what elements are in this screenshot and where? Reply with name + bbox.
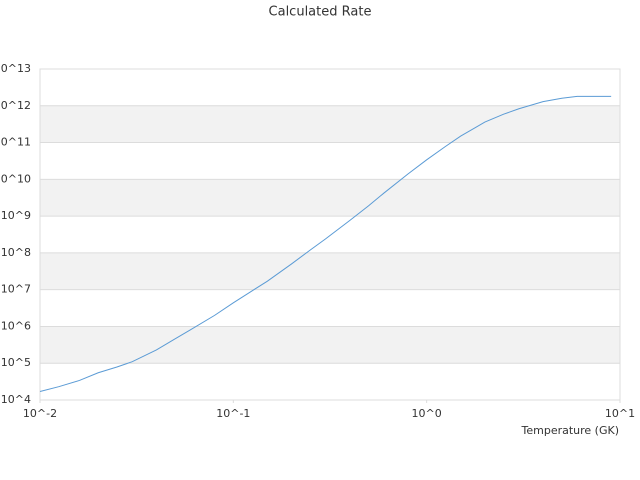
data-line	[39, 95, 612, 393]
y-tick-label: 10^12	[0, 99, 31, 112]
y-tick-label: 10^7	[1, 283, 31, 296]
chart-title: Calculated Rate	[269, 5, 372, 20]
y-tick-label: 10^5	[1, 356, 31, 369]
y-tick-label: 10^8	[1, 246, 31, 259]
grid-band	[40, 179, 620, 217]
x-tick-label: 10^-2	[23, 407, 57, 420]
x-tick-label: 10^1	[605, 407, 635, 420]
y-tick-label: 10^9	[1, 209, 31, 222]
x-axis-label: Temperature (GK)	[521, 424, 620, 437]
x-tick-label: 10^0	[412, 407, 442, 420]
bands	[40, 105, 620, 364]
plot-border	[39, 68, 621, 401]
grid-band	[40, 105, 620, 143]
grid-band	[40, 326, 620, 364]
y-tick-label: 10^6	[1, 319, 31, 332]
y-tick-label: 10^10	[0, 172, 31, 185]
y-tick-label: 10^13	[0, 62, 31, 75]
y-tick-label: 10^4	[1, 393, 31, 406]
grid-band	[40, 252, 620, 290]
x-tick-label: 10^-1	[216, 407, 250, 420]
y-tick-label: 10^11	[0, 136, 31, 149]
